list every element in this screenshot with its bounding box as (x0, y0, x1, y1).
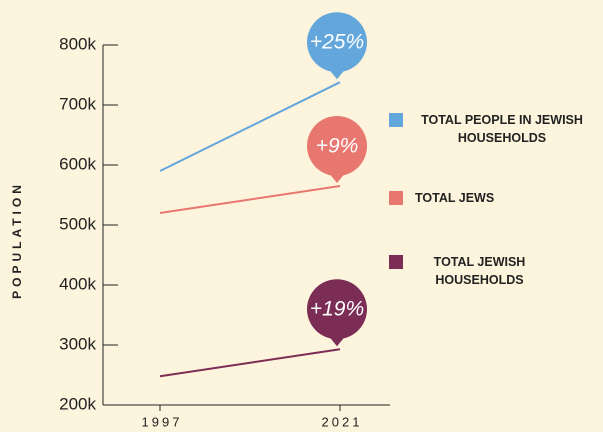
legend-label: TOTAL JEWISH HOUSEHOLDS (433, 255, 526, 287)
x-tick-label: 1997 (142, 414, 183, 429)
y-tick-label: 400k (59, 274, 96, 293)
annotation: +25% (310, 31, 364, 54)
y-tick-label: 800k (59, 34, 96, 53)
y-tick-label: 500k (59, 214, 96, 233)
legend-swatch (389, 113, 403, 127)
series-line (159, 81, 341, 172)
y-tick-label: 700k (59, 94, 96, 113)
series-line (159, 185, 341, 214)
annotation: +9% (316, 135, 359, 158)
legend-swatch (389, 255, 403, 269)
y-tick-label: 200k (59, 394, 96, 413)
y-tick-label: 600k (59, 154, 96, 173)
series-line (159, 348, 341, 378)
annotation-balloon (307, 12, 367, 73)
annotation: +19% (310, 298, 364, 321)
legend-label: TOTAL JEWS (415, 191, 495, 205)
legend-label: TOTAL PEOPLE IN JEWISH HOUSEHOLDS (421, 113, 583, 145)
annotation-balloon (307, 279, 367, 340)
y-axis-label: POPULATION (10, 181, 24, 299)
x-tick-label: 2021 (322, 414, 363, 429)
annotation-balloon (307, 116, 367, 176)
y-tick-label: 300k (59, 334, 96, 353)
legend-swatch (389, 191, 403, 205)
